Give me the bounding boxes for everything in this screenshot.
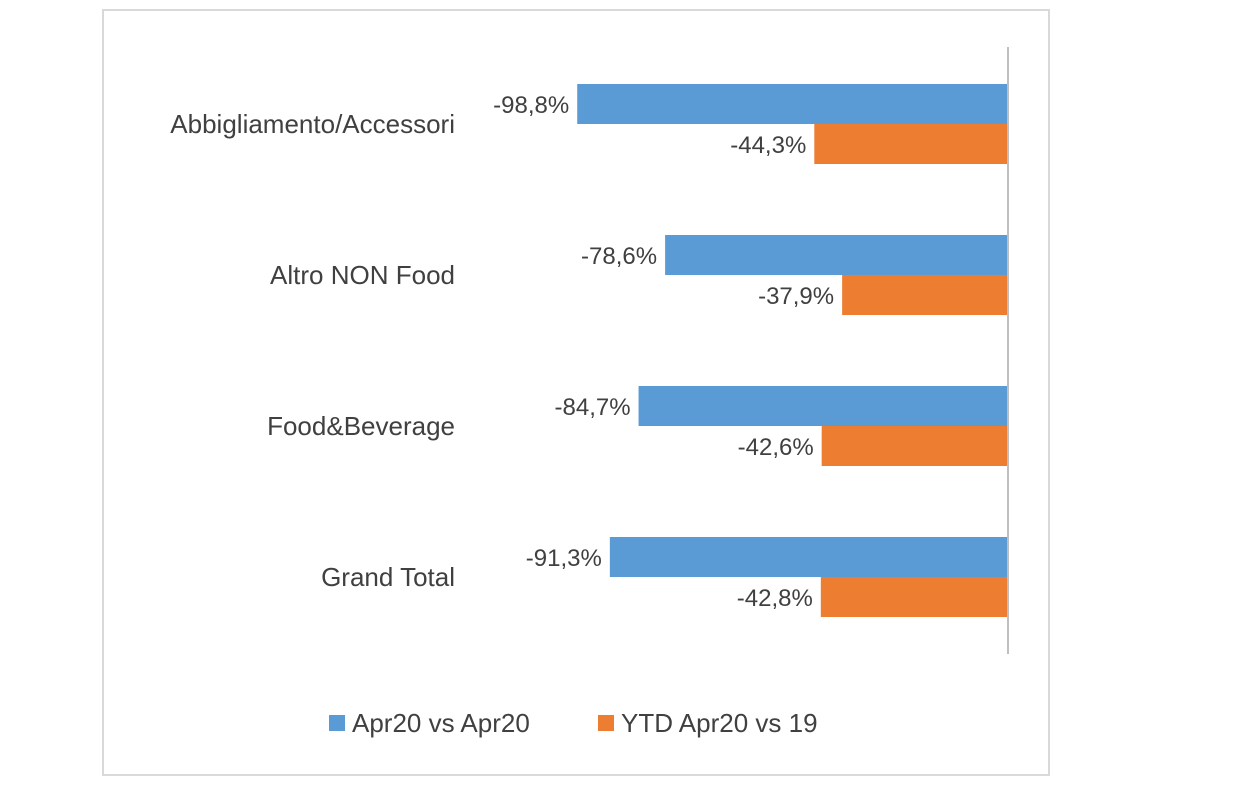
data-label-apr20-vs-apr20-abbigliamento-accessori: -98,8% xyxy=(493,92,569,119)
bar-ytd-apr20-vs-19-altro-non-food xyxy=(842,275,1007,315)
bar-apr20-vs-apr20-food-beverage xyxy=(638,386,1007,426)
category-label-altro-non-food: Altro NON Food xyxy=(270,260,455,290)
bar-ytd-apr20-vs-19-grand-total xyxy=(820,577,1007,617)
bar-ytd-apr20-vs-19-abbigliamento-accessori xyxy=(814,124,1007,164)
data-label-ytd-apr20-vs-19-food-beverage: -42,6% xyxy=(738,434,814,461)
legend-swatch-ytd-apr20-vs-19 xyxy=(598,715,614,731)
bar-apr20-vs-apr20-altro-non-food xyxy=(665,235,1007,275)
legend-swatch-apr20-vs-apr20 xyxy=(329,715,345,731)
legend-label-ytd-apr20-vs-19: YTD Apr20 vs 19 xyxy=(621,708,818,738)
data-label-apr20-vs-apr20-food-beverage: -84,7% xyxy=(555,394,631,421)
bar-apr20-vs-apr20-grand-total xyxy=(609,537,1007,577)
legend: Apr20 vs Apr20 YTD Apr20 vs 19 xyxy=(329,708,818,738)
data-label-ytd-apr20-vs-19-grand-total: -42,8% xyxy=(737,585,813,612)
legend-label-apr20-vs-apr20: Apr20 vs Apr20 xyxy=(352,708,530,738)
data-label-ytd-apr20-vs-19-abbigliamento-accessori: -44,3% xyxy=(730,132,806,159)
data-label-apr20-vs-apr20-grand-total: -91,3% xyxy=(526,545,602,572)
data-label-apr20-vs-apr20-altro-non-food: -78,6% xyxy=(581,243,657,270)
bar-ytd-apr20-vs-19-food-beverage xyxy=(821,426,1007,466)
category-label-abbigliamento-accessori: Abbigliamento/Accessori xyxy=(170,109,455,139)
bar-apr20-vs-apr20-abbigliamento-accessori xyxy=(577,84,1007,124)
category-label-grand-total: Grand Total xyxy=(321,562,455,592)
data-label-ytd-apr20-vs-19-altro-non-food: -37,9% xyxy=(758,283,834,310)
category-label-food-beverage: Food&Beverage xyxy=(267,411,455,441)
labels-layer: Abbigliamento/Accessori -98,8% -44,3% Altro… xyxy=(170,92,834,612)
bars-layer xyxy=(577,84,1007,617)
